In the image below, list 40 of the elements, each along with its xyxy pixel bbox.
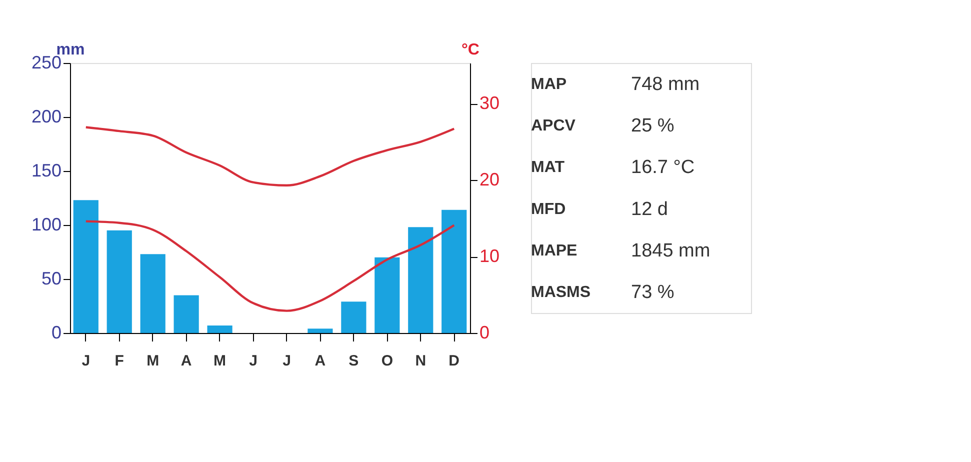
text: MAPE 1845 mm (531, 240, 710, 262)
y2-tick-label: 20 (480, 170, 500, 190)
bar (308, 328, 333, 333)
y2-axis-title: °C (462, 42, 480, 58)
y-tick-label: 0 (51, 322, 62, 342)
text: MAT 16.7 °C (531, 157, 695, 178)
x-tick-label: A (314, 352, 326, 370)
x-tick-label: F (114, 352, 124, 370)
y-tick-label: 200 (31, 106, 62, 126)
x-tick-label: D (448, 352, 460, 370)
y2-tick-label: 0 (480, 322, 490, 342)
bar (174, 295, 199, 333)
bar (106, 230, 132, 333)
x-tick-label: J (282, 352, 291, 370)
x-tick-label: J (82, 352, 90, 370)
x-tick-label: N (415, 352, 426, 370)
text: MASMS 73 % (531, 282, 674, 304)
x-tick-label: O (381, 352, 394, 370)
x-tick-label: M (146, 352, 160, 370)
bar (374, 257, 400, 333)
bar (341, 302, 366, 333)
y-tick-label: 150 (31, 160, 62, 180)
x-tick-label: A (180, 352, 192, 370)
text: APCV 25 % (531, 116, 674, 136)
text: MFD 12 d (531, 198, 668, 220)
line-series (84, 220, 456, 312)
y-tick-label: 50 (41, 268, 62, 288)
text: MAP 748 mm (531, 74, 700, 95)
y2-tick-label: 30 (480, 93, 500, 114)
x-tick-label: S (348, 352, 359, 370)
y2-tick-label: 10 (480, 246, 500, 266)
bar (442, 210, 467, 333)
bar (207, 325, 232, 333)
y-tick-label: 100 (31, 214, 62, 234)
bar (408, 227, 434, 333)
bar (140, 254, 166, 333)
bar (73, 200, 98, 333)
x-tick-label: M (214, 352, 226, 370)
line-series (84, 126, 456, 186)
x-tick-label: J (249, 352, 258, 370)
